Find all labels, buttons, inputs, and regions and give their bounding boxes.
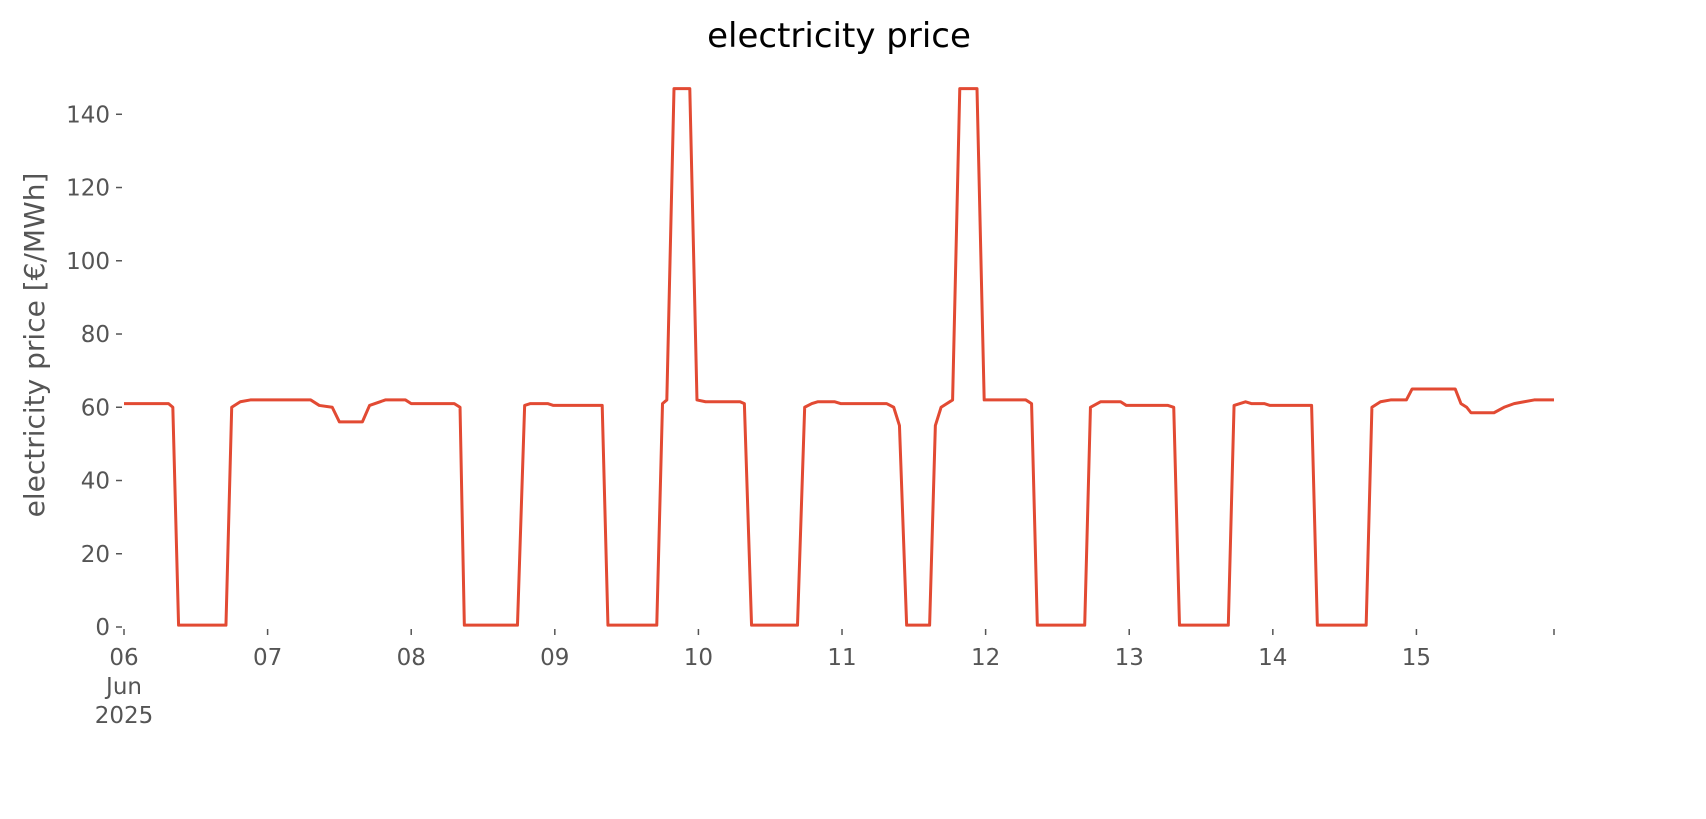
chart-title: electricity price [707, 16, 971, 56]
price-line [124, 87, 1554, 627]
y-tick-label: 20 [81, 542, 110, 568]
y-axis-label: electricity price [€/MWh] [18, 173, 51, 518]
y-tick-label: 40 [81, 469, 110, 495]
x-tick-label: 13 [1115, 645, 1144, 671]
x-tick-label: 09 [540, 645, 569, 671]
x-tick-label: 10 [684, 645, 713, 671]
x-tick-label: 08 [397, 645, 426, 671]
y-tick-label: 100 [66, 249, 110, 275]
y-tick-label: 60 [81, 395, 110, 421]
y-tick-label: 140 [66, 102, 110, 128]
y-tick-label: 0 [95, 615, 110, 641]
x-tick-label: 14 [1258, 645, 1287, 671]
y-tick-label: 80 [81, 322, 110, 348]
x-tick-label: 06 Jun 2025 [95, 645, 154, 729]
x-tick-label: 11 [827, 645, 856, 671]
x-tick-label: 15 [1402, 645, 1431, 671]
x-tick-label: 07 [253, 645, 282, 671]
y-tick-label: 120 [66, 176, 110, 202]
x-tick-label: 12 [971, 645, 1000, 671]
